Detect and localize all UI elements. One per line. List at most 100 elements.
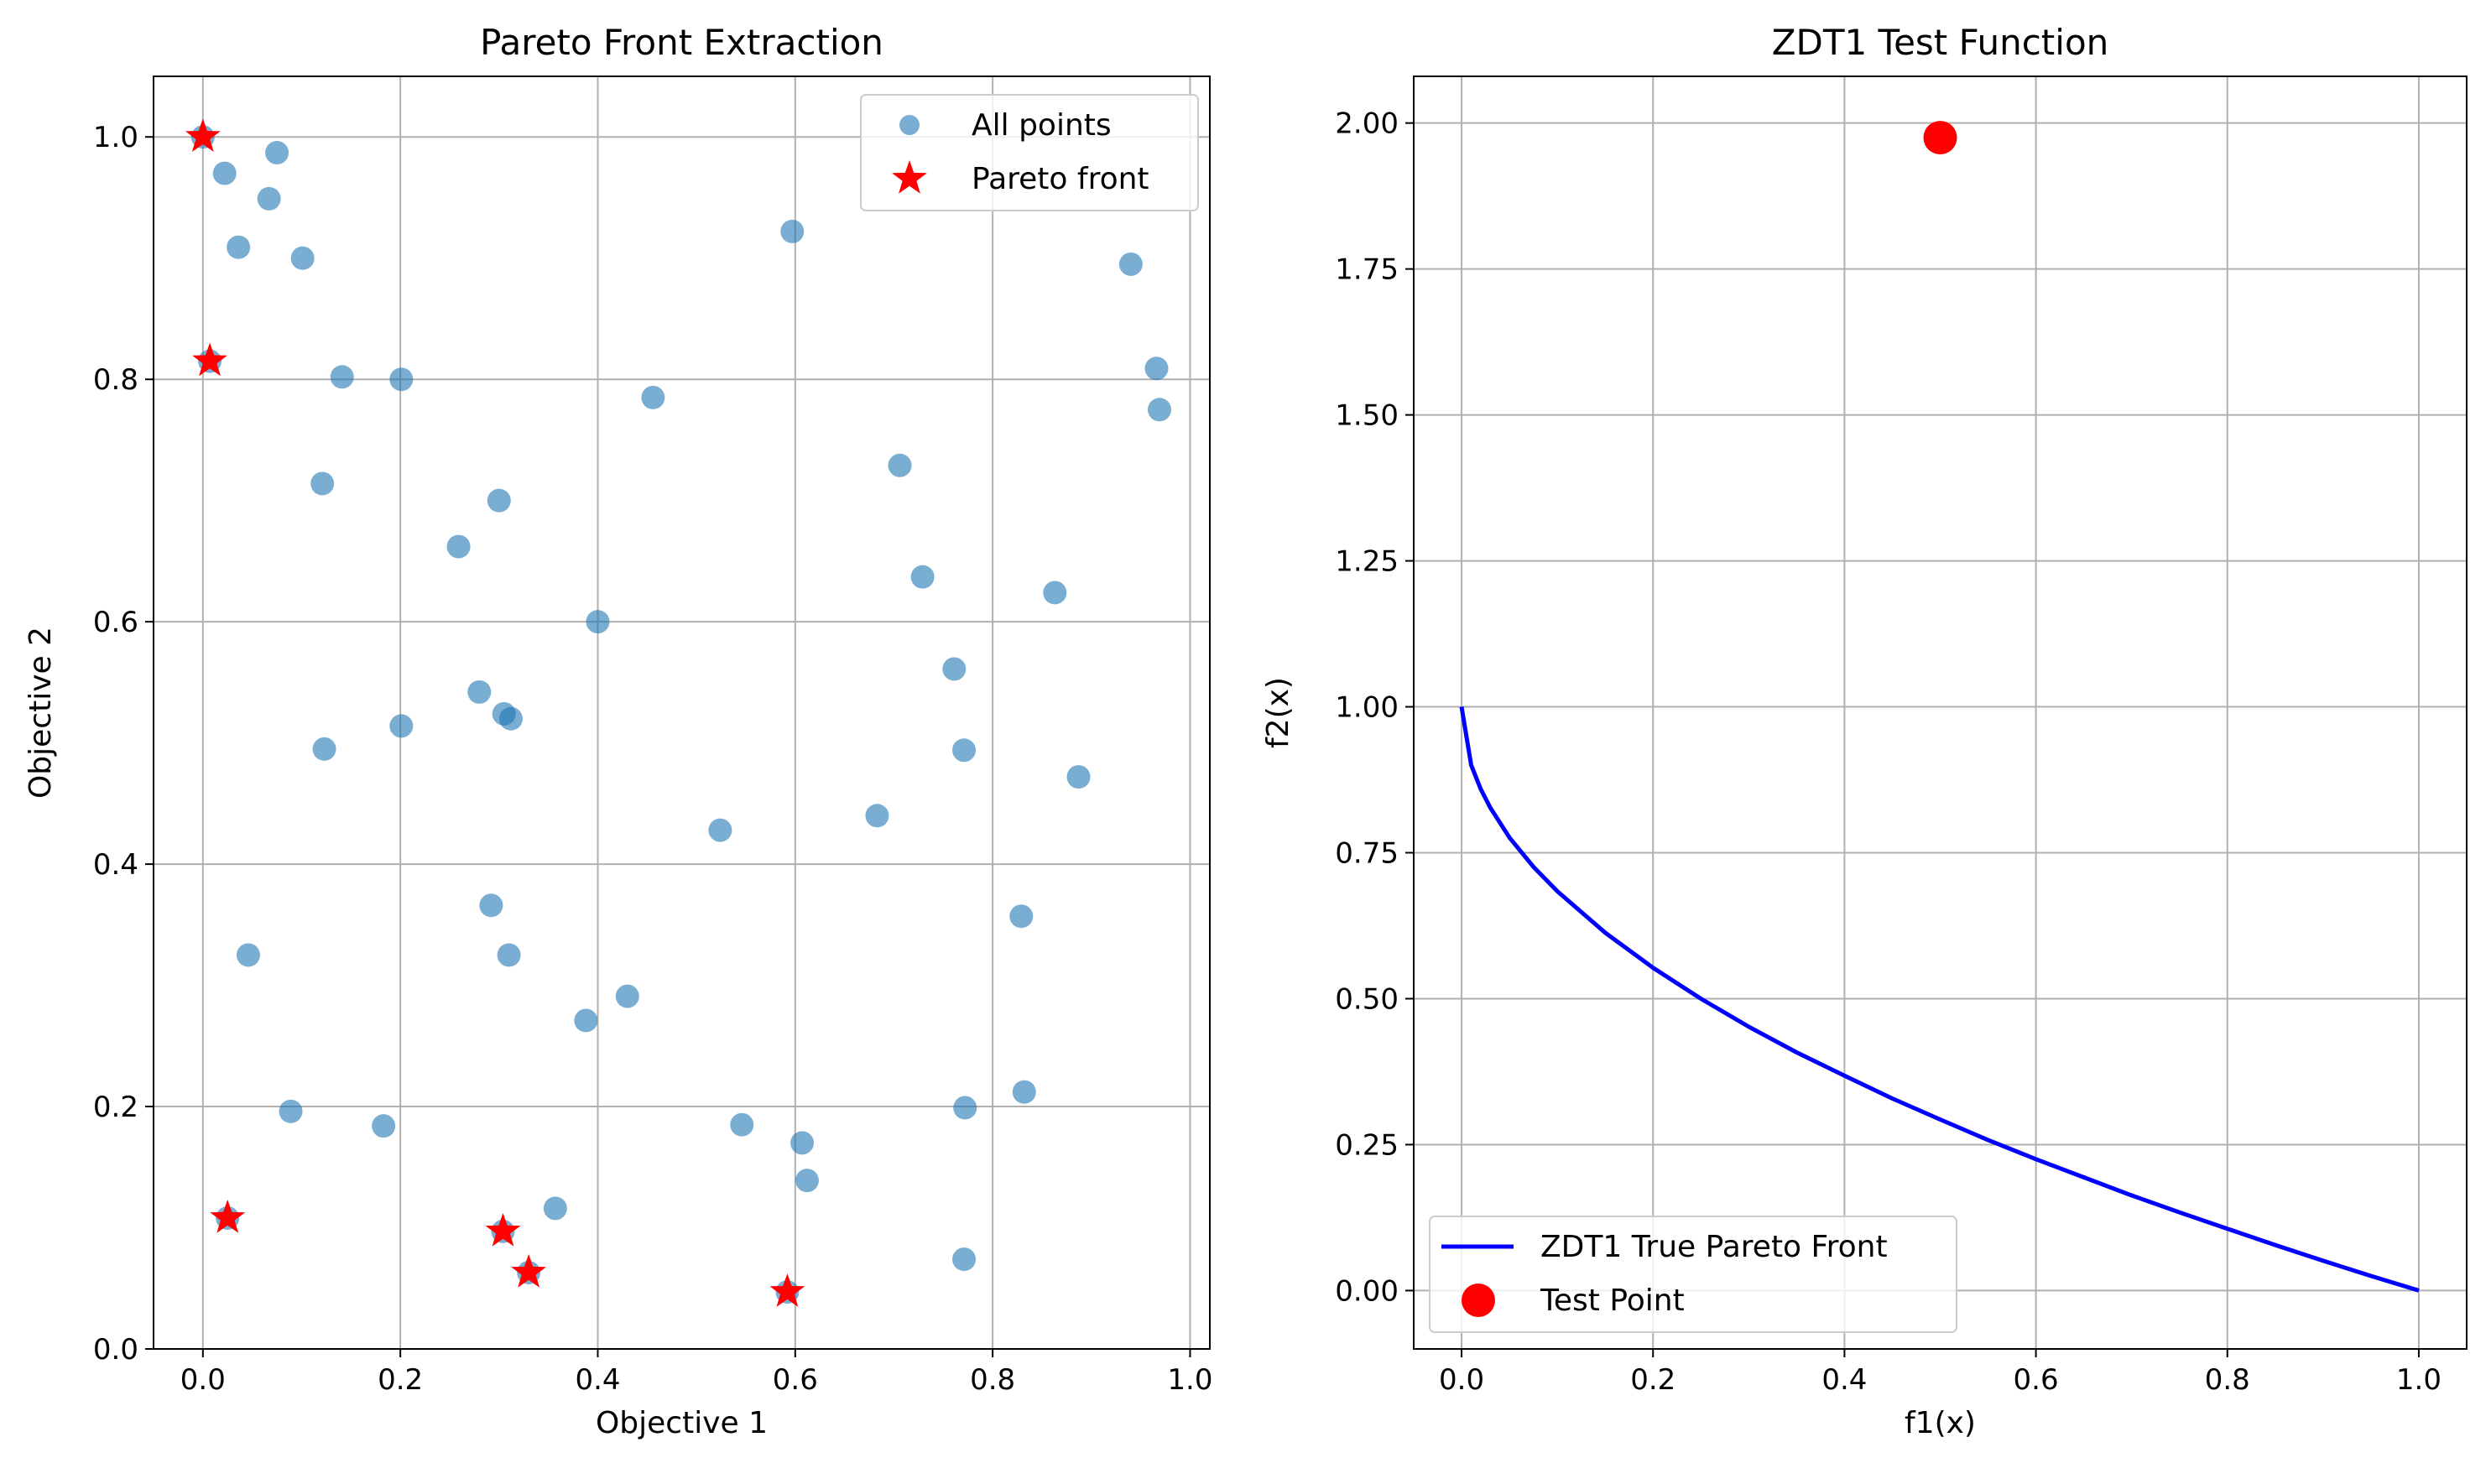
all-points-marker [888,453,912,477]
all-points-marker [730,1112,754,1137]
pareto-front-star [485,1212,521,1247]
legend-marker-all-points [899,115,920,135]
all-points-marker [1118,252,1143,276]
pareto-chart: 0.0 0.2 0.4 0.6 0.8 1.0 0.0 0.2 0.4 0.6 0.8 1.0 Par… [23,22,1213,1440]
all-points-marker [310,471,335,496]
all-points-marker [574,1008,598,1033]
x-tick-label: 1.0 [1167,1363,1212,1397]
all-points-marker [1066,765,1091,789]
y-tick-label: 0.00 [1335,1274,1399,1308]
all-points-marker [497,943,521,967]
all-points-marker [389,714,414,738]
x-tick-label: 0.2 [378,1363,423,1397]
y-tick-label: 1.00 [1335,691,1399,725]
all-points-marker [1144,357,1169,381]
zdt1-axes-frame [1413,76,2468,1350]
y-tick-label: 0.4 [93,848,138,882]
all-points-marker [446,534,471,559]
y-tick-label: 0.8 [93,363,138,397]
pareto-front-star [210,1200,246,1233]
zdt1-y-axis-label: f2(x) [1261,677,1295,748]
zdt1-data [1459,121,2420,1293]
pareto-front-star [192,342,227,377]
zdt1-pareto-front-line [1459,706,2420,1293]
y-tick-label: 0.25 [1335,1128,1399,1162]
pareto-ticks: 0.0 0.2 0.4 0.6 0.8 1.0 0.0 0.2 0.4 0.6 0.8 1.0 [93,121,1213,1397]
pareto-front-star [769,1273,805,1307]
pareto-front-star [185,118,221,152]
all-points-marker [952,738,977,763]
test-point-marker [1923,121,1957,155]
all-points-marker [257,186,281,211]
all-points-marker [227,235,251,259]
all-points-marker [372,1114,396,1138]
all-points-marker [586,610,610,634]
y-tick-label: 0.0 [93,1333,138,1367]
legend-label-zdt1-front: ZDT1 True Pareto Front [1540,1230,1888,1264]
pareto-grid [154,76,1210,1350]
legend-marker-test-point [1462,1284,1495,1317]
all-points-marker [389,367,414,392]
pareto-y-axis-label: Objective 2 [23,627,58,799]
zdt1-chart-title: ZDT1 Test Function [1772,22,2109,63]
all-points-marker [487,488,511,513]
x-tick-label: 0.0 [180,1363,226,1397]
y-tick-label: 1.0 [93,121,138,154]
all-points-marker [1043,581,1067,605]
pareto-legend-box [860,94,1199,211]
zdt1-grid [1414,76,2467,1349]
all-points-marker [780,219,805,243]
legend-marker-pareto-front [892,160,927,194]
all-points-marker [1147,398,1171,422]
all-points-marker [312,737,336,761]
y-tick-label: 0.50 [1335,982,1399,1016]
all-points-marker [467,680,492,704]
all-points-marker [790,1131,815,1155]
x-tick-label: 0.4 [575,1363,620,1397]
pareto-front-star [511,1254,546,1288]
all-points-marker [708,818,732,842]
all-points-marker [498,706,523,731]
all-points-marker [1012,1080,1036,1104]
legend-label-pareto-front: Pareto front [972,162,1149,196]
pareto-data [185,118,1171,1307]
all-points-marker [910,565,935,589]
all-points-marker [952,1247,977,1272]
pareto-x-axis-label: Objective 1 [596,1406,768,1440]
all-points-marker [942,657,967,681]
zdt1-legend: ZDT1 True Pareto Front Test Point [1429,1216,1957,1333]
y-tick-label: 2.00 [1335,107,1399,141]
x-tick-label: 0.2 [1630,1363,1675,1397]
y-tick-label: 1.25 [1335,545,1399,579]
pareto-chart-title: Pareto Front Extraction [480,22,883,63]
x-tick-label: 1.0 [2396,1363,2441,1397]
zdt1-x-axis-label: f1(x) [1905,1406,1976,1440]
x-tick-label: 0.0 [1439,1363,1484,1397]
pareto-legend: All points Pareto front [860,94,1199,211]
y-tick-label: 1.50 [1335,399,1399,433]
all-points-marker [641,385,665,409]
zdt1-legend-box [1429,1216,1957,1333]
y-tick-label: 1.75 [1335,253,1399,287]
all-points-marker [1009,904,1034,929]
all-points-marker [543,1196,567,1221]
x-tick-label: 0.8 [970,1363,1015,1397]
all-points-marker [795,1169,819,1193]
pareto-axes-frame [153,76,1211,1350]
all-points-marker [290,246,315,270]
all-points-marker [212,161,237,185]
all-points-marker [865,804,889,828]
all-points-marker [279,1099,303,1123]
all-points-marker [479,893,503,918]
zdt1-chart: 0.0 0.2 0.4 0.6 0.8 1.0 0.00 0.25 0.50 0.75 1.00 1.… [1261,22,2468,1440]
x-tick-label: 0.6 [773,1363,818,1397]
x-tick-label: 0.4 [1821,1363,1867,1397]
all-points-marker [953,1096,977,1120]
y-tick-label: 0.6 [93,606,138,639]
all-points-marker [615,984,639,1008]
zdt1-ticks: 0.0 0.2 0.4 0.6 0.8 1.0 0.00 0.25 0.50 0.75 1.00 1.… [1335,107,2441,1397]
legend-label-all-points: All points [972,108,1112,143]
x-tick-label: 0.6 [2014,1363,2059,1397]
